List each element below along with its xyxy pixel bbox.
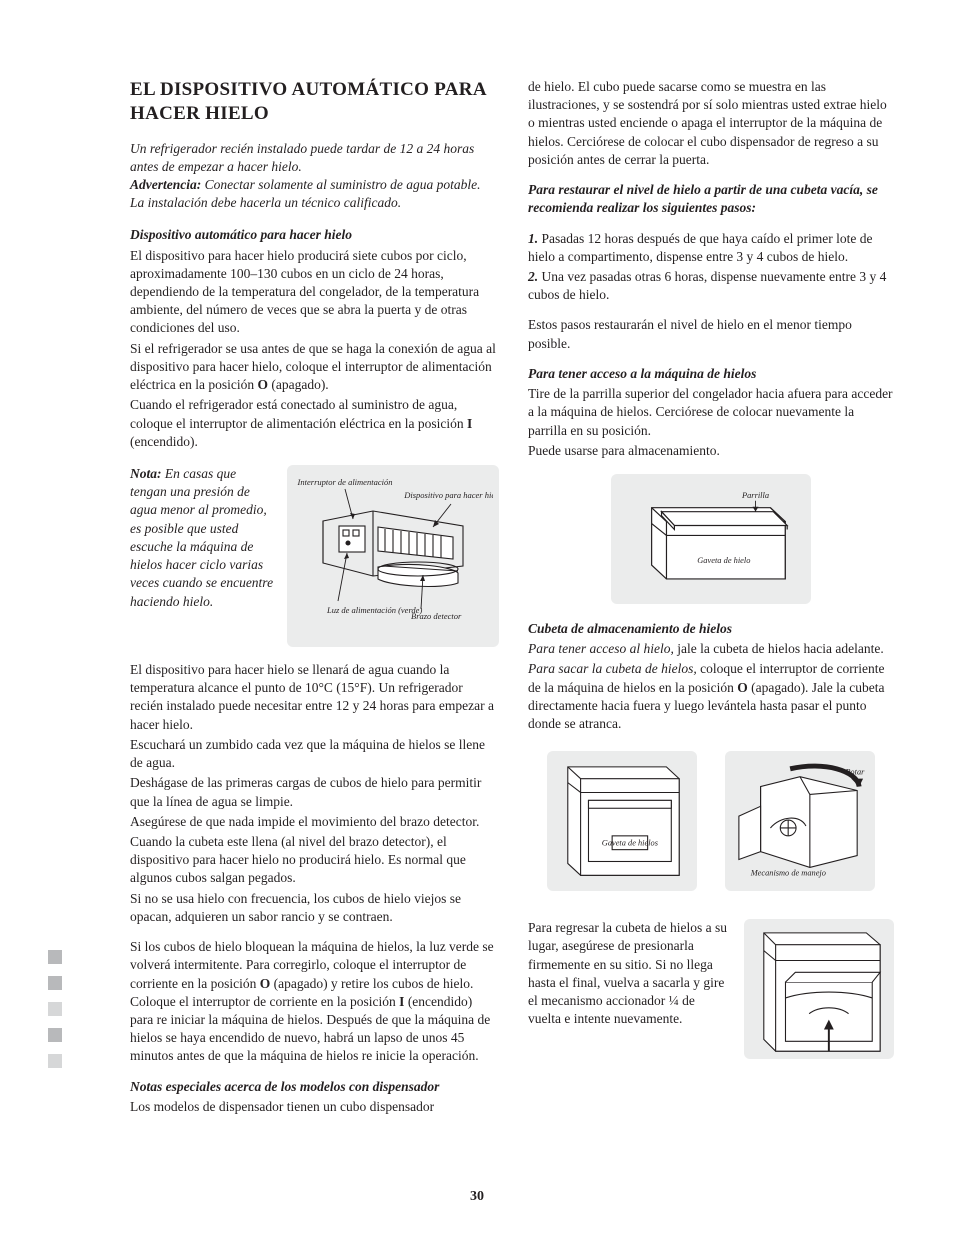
figure-shelf: Parrilla Gaveta de hielo xyxy=(611,474,811,604)
sec-access-p1: Tire de la parrilla superior del congela… xyxy=(528,385,894,440)
sec-dispenser-p1: Los modelos de dispensador tienen un cub… xyxy=(130,1098,496,1116)
figure-drawer-rotate: Rotar Mecanismo de manejo xyxy=(725,751,875,891)
after-p2: Escuchará un zumbido cada vez que la máq… xyxy=(130,736,496,772)
sec-restore-head: Para restaurar el nivel de hielo a parti… xyxy=(528,181,894,217)
after-p3: Deshágase de las primeras cargas de cubo… xyxy=(130,774,496,810)
svg-text:Gaveta de hielos: Gaveta de hielos xyxy=(602,839,658,848)
sec1-p2: Si el refrigerador se usa antes de que s… xyxy=(130,340,496,395)
svg-text:Luz de alimentación (verde): Luz de alimentación (verde) xyxy=(326,605,422,615)
page-number: 30 xyxy=(0,1188,954,1207)
after-p1: El dispositivo para hacer hielo se llena… xyxy=(130,661,496,734)
svg-text:Mecanismo de manejo: Mecanismo de manejo xyxy=(750,868,826,877)
after-p5: Cuando la cubeta este llena (al nivel de… xyxy=(130,833,496,888)
svg-text:Gaveta de hielo: Gaveta de hielo xyxy=(697,556,750,565)
restore-step2: 2. Una vez pasadas otras 6 horas, dispen… xyxy=(528,268,894,304)
svg-text:Parrilla: Parrilla xyxy=(741,490,769,499)
sec-bin-p2: Para sacar la cubeta de hielos, coloque … xyxy=(528,660,894,733)
sec-dispenser-p2: de hielo. El cubo puede sacarse como se … xyxy=(528,78,894,169)
svg-text:Brazo detector: Brazo detector xyxy=(411,611,462,621)
restore-step1: 1. Pasadas 12 horas después de que haya … xyxy=(528,230,894,266)
sec1-p1: El dispositivo para hacer hielo producir… xyxy=(130,247,496,338)
sec1-head: Dispositivo automático para hacer hielo xyxy=(130,226,496,244)
sec-access-head: Para tener acceso a la máquina de hielos xyxy=(528,365,894,383)
sec1-p3: Cuando el refrigerador está conectado al… xyxy=(130,396,496,451)
svg-text:Interruptor de alimentación: Interruptor de alimentación xyxy=(297,477,393,487)
after-p6: Si no se usa hielo con frecuencia, los c… xyxy=(130,890,496,926)
page-columns: EL DISPOSITIVO AUTOMÁTICO PARA HACER HIE… xyxy=(130,78,894,1168)
intro-line1: Un refrigerador recién instalado puede t… xyxy=(130,141,474,174)
sec-bin-head: Cubeta de almacenamiento de hielos xyxy=(528,620,894,638)
note-and-figure1: Nota: En casas que tengan una presión de… xyxy=(130,465,496,647)
sec-bin-p1: Para tener acceso al hielo, jale la cube… xyxy=(528,640,894,658)
figure-reinsert xyxy=(744,919,894,1059)
svg-text:Rotar: Rotar xyxy=(844,768,865,777)
sec-return-p: Para regresar la cubeta de hielos a su l… xyxy=(528,919,730,1028)
sec-dispenser-head: Notas especiales acerca de los modelos c… xyxy=(130,1078,496,1096)
page-title: EL DISPOSITIVO AUTOMÁTICO PARA HACER HIE… xyxy=(130,78,496,126)
intro-block: Un refrigerador recién instalado puede t… xyxy=(130,140,496,213)
after-p4: Asegúrese de que nada impide el movimien… xyxy=(130,813,496,831)
svg-text:Dispositivo para hacer hielo: Dispositivo para hacer hielo xyxy=(403,490,493,500)
figure-icemaker: Interruptor de alimentación Dispositivo … xyxy=(287,465,499,647)
after-p7: Si los cubos de hielo bloquean la máquin… xyxy=(130,938,496,1066)
figure-drawer-front: Gaveta de hielos xyxy=(547,751,697,891)
side-index-tabs xyxy=(48,950,62,1068)
restore-final: Estos pasos restaurarán el nivel de hiel… xyxy=(528,316,894,352)
warning-label: Advertencia: xyxy=(130,177,201,192)
note-text: Nota: En casas que tengan una presión de… xyxy=(130,465,275,647)
sec-access-p2: Puede usarse para almacenamiento. xyxy=(528,442,894,460)
